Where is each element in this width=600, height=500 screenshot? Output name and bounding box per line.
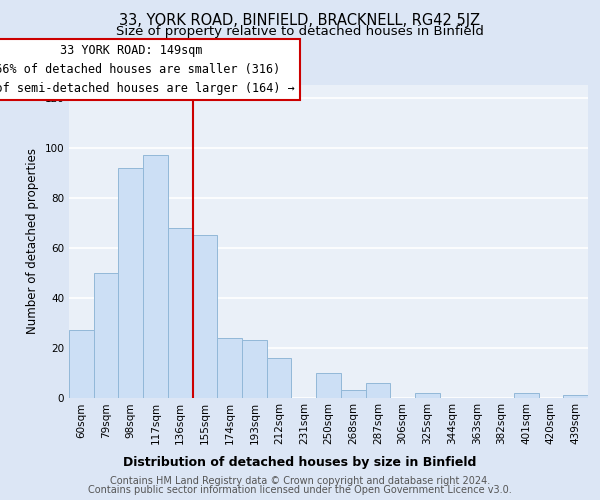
Bar <box>94 272 118 398</box>
Bar <box>267 358 292 398</box>
Bar <box>168 228 193 398</box>
Bar <box>69 330 94 398</box>
Bar <box>118 168 143 398</box>
Bar <box>193 235 217 398</box>
Text: 33 YORK ROAD: 149sqm
← 66% of detached houses are smaller (316)
34% of semi-deta: 33 YORK ROAD: 149sqm ← 66% of detached h… <box>0 44 295 95</box>
Bar <box>316 372 341 398</box>
Bar <box>217 338 242 398</box>
Text: Distribution of detached houses by size in Binfield: Distribution of detached houses by size … <box>124 456 476 469</box>
Bar <box>514 392 539 398</box>
Bar <box>341 390 365 398</box>
Y-axis label: Number of detached properties: Number of detached properties <box>26 148 39 334</box>
Bar <box>365 382 390 398</box>
Text: Size of property relative to detached houses in Binfield: Size of property relative to detached ho… <box>116 25 484 38</box>
Text: Contains public sector information licensed under the Open Government Licence v3: Contains public sector information licen… <box>88 485 512 495</box>
Text: 33, YORK ROAD, BINFIELD, BRACKNELL, RG42 5JZ: 33, YORK ROAD, BINFIELD, BRACKNELL, RG42… <box>119 12 481 28</box>
Text: Contains HM Land Registry data © Crown copyright and database right 2024.: Contains HM Land Registry data © Crown c… <box>110 476 490 486</box>
Bar <box>242 340 267 398</box>
Bar <box>415 392 440 398</box>
Bar <box>563 395 588 398</box>
Bar <box>143 155 168 398</box>
